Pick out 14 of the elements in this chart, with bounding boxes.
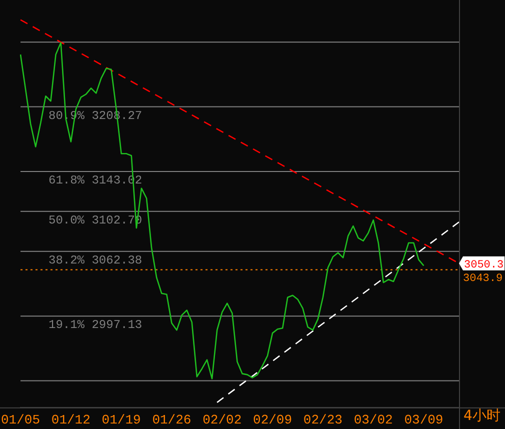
x-tick-label: 01/19 bbox=[102, 412, 141, 428]
x-tick-label: 01/12 bbox=[51, 412, 90, 428]
ref-line-label: 38.2% 3062.38 bbox=[48, 254, 142, 268]
x-tick-label: 03/09 bbox=[404, 412, 444, 428]
x-tick-label: 03/02 bbox=[354, 412, 393, 428]
ref-line-label: 3043.9 bbox=[463, 273, 503, 286]
text: 3050.3 bbox=[464, 259, 504, 272]
x-tick-label: 02/23 bbox=[303, 412, 342, 428]
x-tick-label: 02/02 bbox=[202, 412, 242, 428]
ref-line-label: 19.1% 2997.13 bbox=[48, 318, 142, 332]
x-tick-label: 01/26 bbox=[152, 412, 192, 428]
text: 4小时 bbox=[464, 408, 500, 424]
x-tick-label: 01/05 bbox=[0, 412, 40, 428]
x-tick-label: 02/09 bbox=[253, 412, 292, 428]
